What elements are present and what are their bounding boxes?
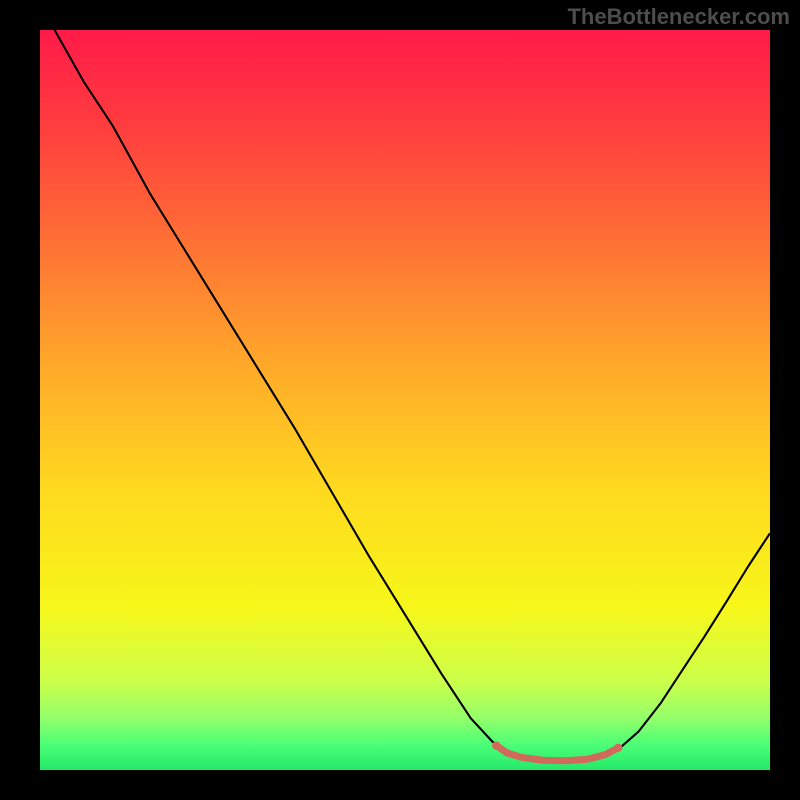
main-curve: [55, 30, 770, 761]
valley-end-dots: [492, 741, 622, 752]
valley-end-dot: [614, 744, 622, 752]
watermark-text: TheBottlenecker.com: [567, 4, 790, 30]
valley-end-dot: [492, 741, 500, 749]
chart-svg: [40, 30, 770, 770]
chart-frame: [0, 0, 800, 800]
valley-highlight: [496, 746, 618, 761]
plot-area: [40, 30, 770, 770]
